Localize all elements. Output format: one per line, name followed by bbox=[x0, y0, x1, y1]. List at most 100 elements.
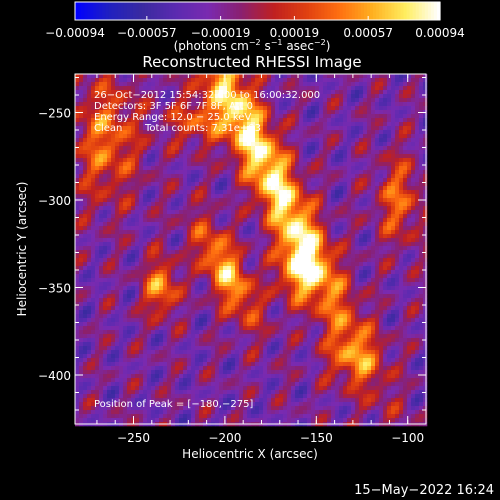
heatmap-cell bbox=[255, 102, 260, 107]
heatmap-cell bbox=[139, 274, 144, 279]
heatmap-cell bbox=[151, 142, 156, 147]
heatmap-cell bbox=[87, 170, 92, 175]
heatmap-cell bbox=[131, 286, 136, 291]
heatmap-cell bbox=[319, 174, 324, 179]
heatmap-cell bbox=[267, 174, 272, 179]
heatmap-cell bbox=[235, 190, 240, 195]
heatmap-cell bbox=[163, 238, 168, 243]
heatmap-cell bbox=[295, 150, 300, 155]
heatmap-cell bbox=[399, 86, 404, 91]
colorbar-segment bbox=[132, 2, 137, 20]
heatmap-cell bbox=[247, 194, 252, 199]
heatmap-cell bbox=[207, 230, 212, 235]
heatmap-cell bbox=[163, 174, 168, 179]
heatmap-cell bbox=[383, 126, 388, 131]
heatmap-cell bbox=[175, 102, 180, 107]
heatmap-cell bbox=[379, 282, 384, 287]
heatmap-cell bbox=[251, 282, 256, 287]
heatmap-cell bbox=[283, 266, 288, 271]
heatmap-cell bbox=[331, 230, 336, 235]
heatmap-cell bbox=[235, 290, 240, 295]
heatmap-cell bbox=[91, 154, 96, 159]
heatmap-cell bbox=[199, 206, 204, 211]
heatmap-cell bbox=[219, 270, 224, 275]
heatmap-cell bbox=[359, 110, 364, 115]
heatmap-cell bbox=[107, 86, 112, 91]
heatmap-cell bbox=[231, 234, 236, 239]
heatmap-cell bbox=[327, 194, 332, 199]
heatmap-cell bbox=[327, 162, 332, 167]
heatmap-cell bbox=[139, 218, 144, 223]
heatmap-cell bbox=[111, 266, 116, 271]
heatmap-cell bbox=[103, 250, 108, 255]
heatmap-cell bbox=[383, 202, 388, 207]
heatmap-cell bbox=[279, 282, 284, 287]
heatmap-cell bbox=[127, 262, 132, 267]
heatmap-cell bbox=[147, 190, 152, 195]
heatmap-cell bbox=[255, 250, 260, 255]
heatmap-cell bbox=[279, 106, 284, 111]
heatmap-cell bbox=[179, 254, 184, 259]
heatmap-cell bbox=[83, 214, 88, 219]
heatmap-cell bbox=[175, 134, 180, 139]
heatmap-cell bbox=[79, 118, 84, 123]
heatmap-cell bbox=[295, 74, 300, 79]
heatmap-cell bbox=[343, 86, 348, 91]
heatmap-cell bbox=[331, 158, 336, 163]
heatmap-cell bbox=[367, 202, 372, 207]
heatmap-cell bbox=[247, 74, 252, 79]
heatmap-cell bbox=[187, 162, 192, 167]
heatmap-cell bbox=[423, 118, 428, 123]
heatmap-cell bbox=[335, 286, 340, 291]
heatmap-cell bbox=[415, 238, 420, 243]
heatmap-cell bbox=[247, 266, 252, 271]
heatmap-cell bbox=[279, 250, 284, 255]
heatmap-cell bbox=[163, 78, 168, 83]
heatmap-cell bbox=[399, 190, 404, 195]
heatmap-cell bbox=[199, 94, 204, 99]
heatmap-cell bbox=[339, 150, 344, 155]
heatmap-cell bbox=[83, 274, 88, 279]
heatmap-cell bbox=[407, 254, 412, 259]
heatmap-cell bbox=[311, 206, 316, 211]
heatmap-cell bbox=[251, 218, 256, 223]
heatmap-cell bbox=[223, 82, 228, 87]
heatmap-cell bbox=[423, 258, 428, 263]
heatmap-cell bbox=[175, 146, 180, 151]
heatmap-cell bbox=[311, 138, 316, 143]
heatmap-cell bbox=[243, 138, 248, 143]
heatmap-cell bbox=[95, 158, 100, 163]
heatmap-cell bbox=[107, 142, 112, 147]
heatmap-cell bbox=[243, 282, 248, 287]
heatmap-cell bbox=[195, 86, 200, 91]
heatmap-cell bbox=[311, 166, 316, 171]
heatmap-cell bbox=[371, 262, 376, 267]
heatmap-cell bbox=[99, 254, 104, 259]
heatmap-cell bbox=[131, 138, 136, 143]
heatmap-cell bbox=[91, 106, 96, 111]
heatmap-cell bbox=[195, 182, 200, 187]
heatmap-cell bbox=[419, 154, 424, 159]
heatmap-cell bbox=[83, 278, 88, 283]
heatmap-cell bbox=[175, 74, 180, 79]
heatmap-cell bbox=[131, 230, 136, 235]
heatmap-cell bbox=[255, 158, 260, 163]
heatmap-cell bbox=[75, 74, 80, 79]
heatmap-cell bbox=[175, 250, 180, 255]
heatmap-cell bbox=[135, 226, 140, 231]
heatmap-cell bbox=[411, 110, 416, 115]
heatmap-cell bbox=[155, 286, 160, 291]
heatmap-cell bbox=[75, 98, 80, 103]
heatmap-cell bbox=[335, 174, 340, 179]
heatmap-cell bbox=[415, 190, 420, 195]
heatmap-cell bbox=[351, 154, 356, 159]
heatmap-cell bbox=[139, 250, 144, 255]
heatmap-cell bbox=[339, 258, 344, 263]
heatmap-cell bbox=[163, 270, 168, 275]
heatmap-cell bbox=[199, 270, 204, 275]
heatmap-cell bbox=[291, 182, 296, 187]
heatmap-cell bbox=[319, 134, 324, 139]
heatmap-cell bbox=[419, 278, 424, 283]
heatmap-cell bbox=[95, 94, 100, 99]
heatmap-cell bbox=[107, 190, 112, 195]
